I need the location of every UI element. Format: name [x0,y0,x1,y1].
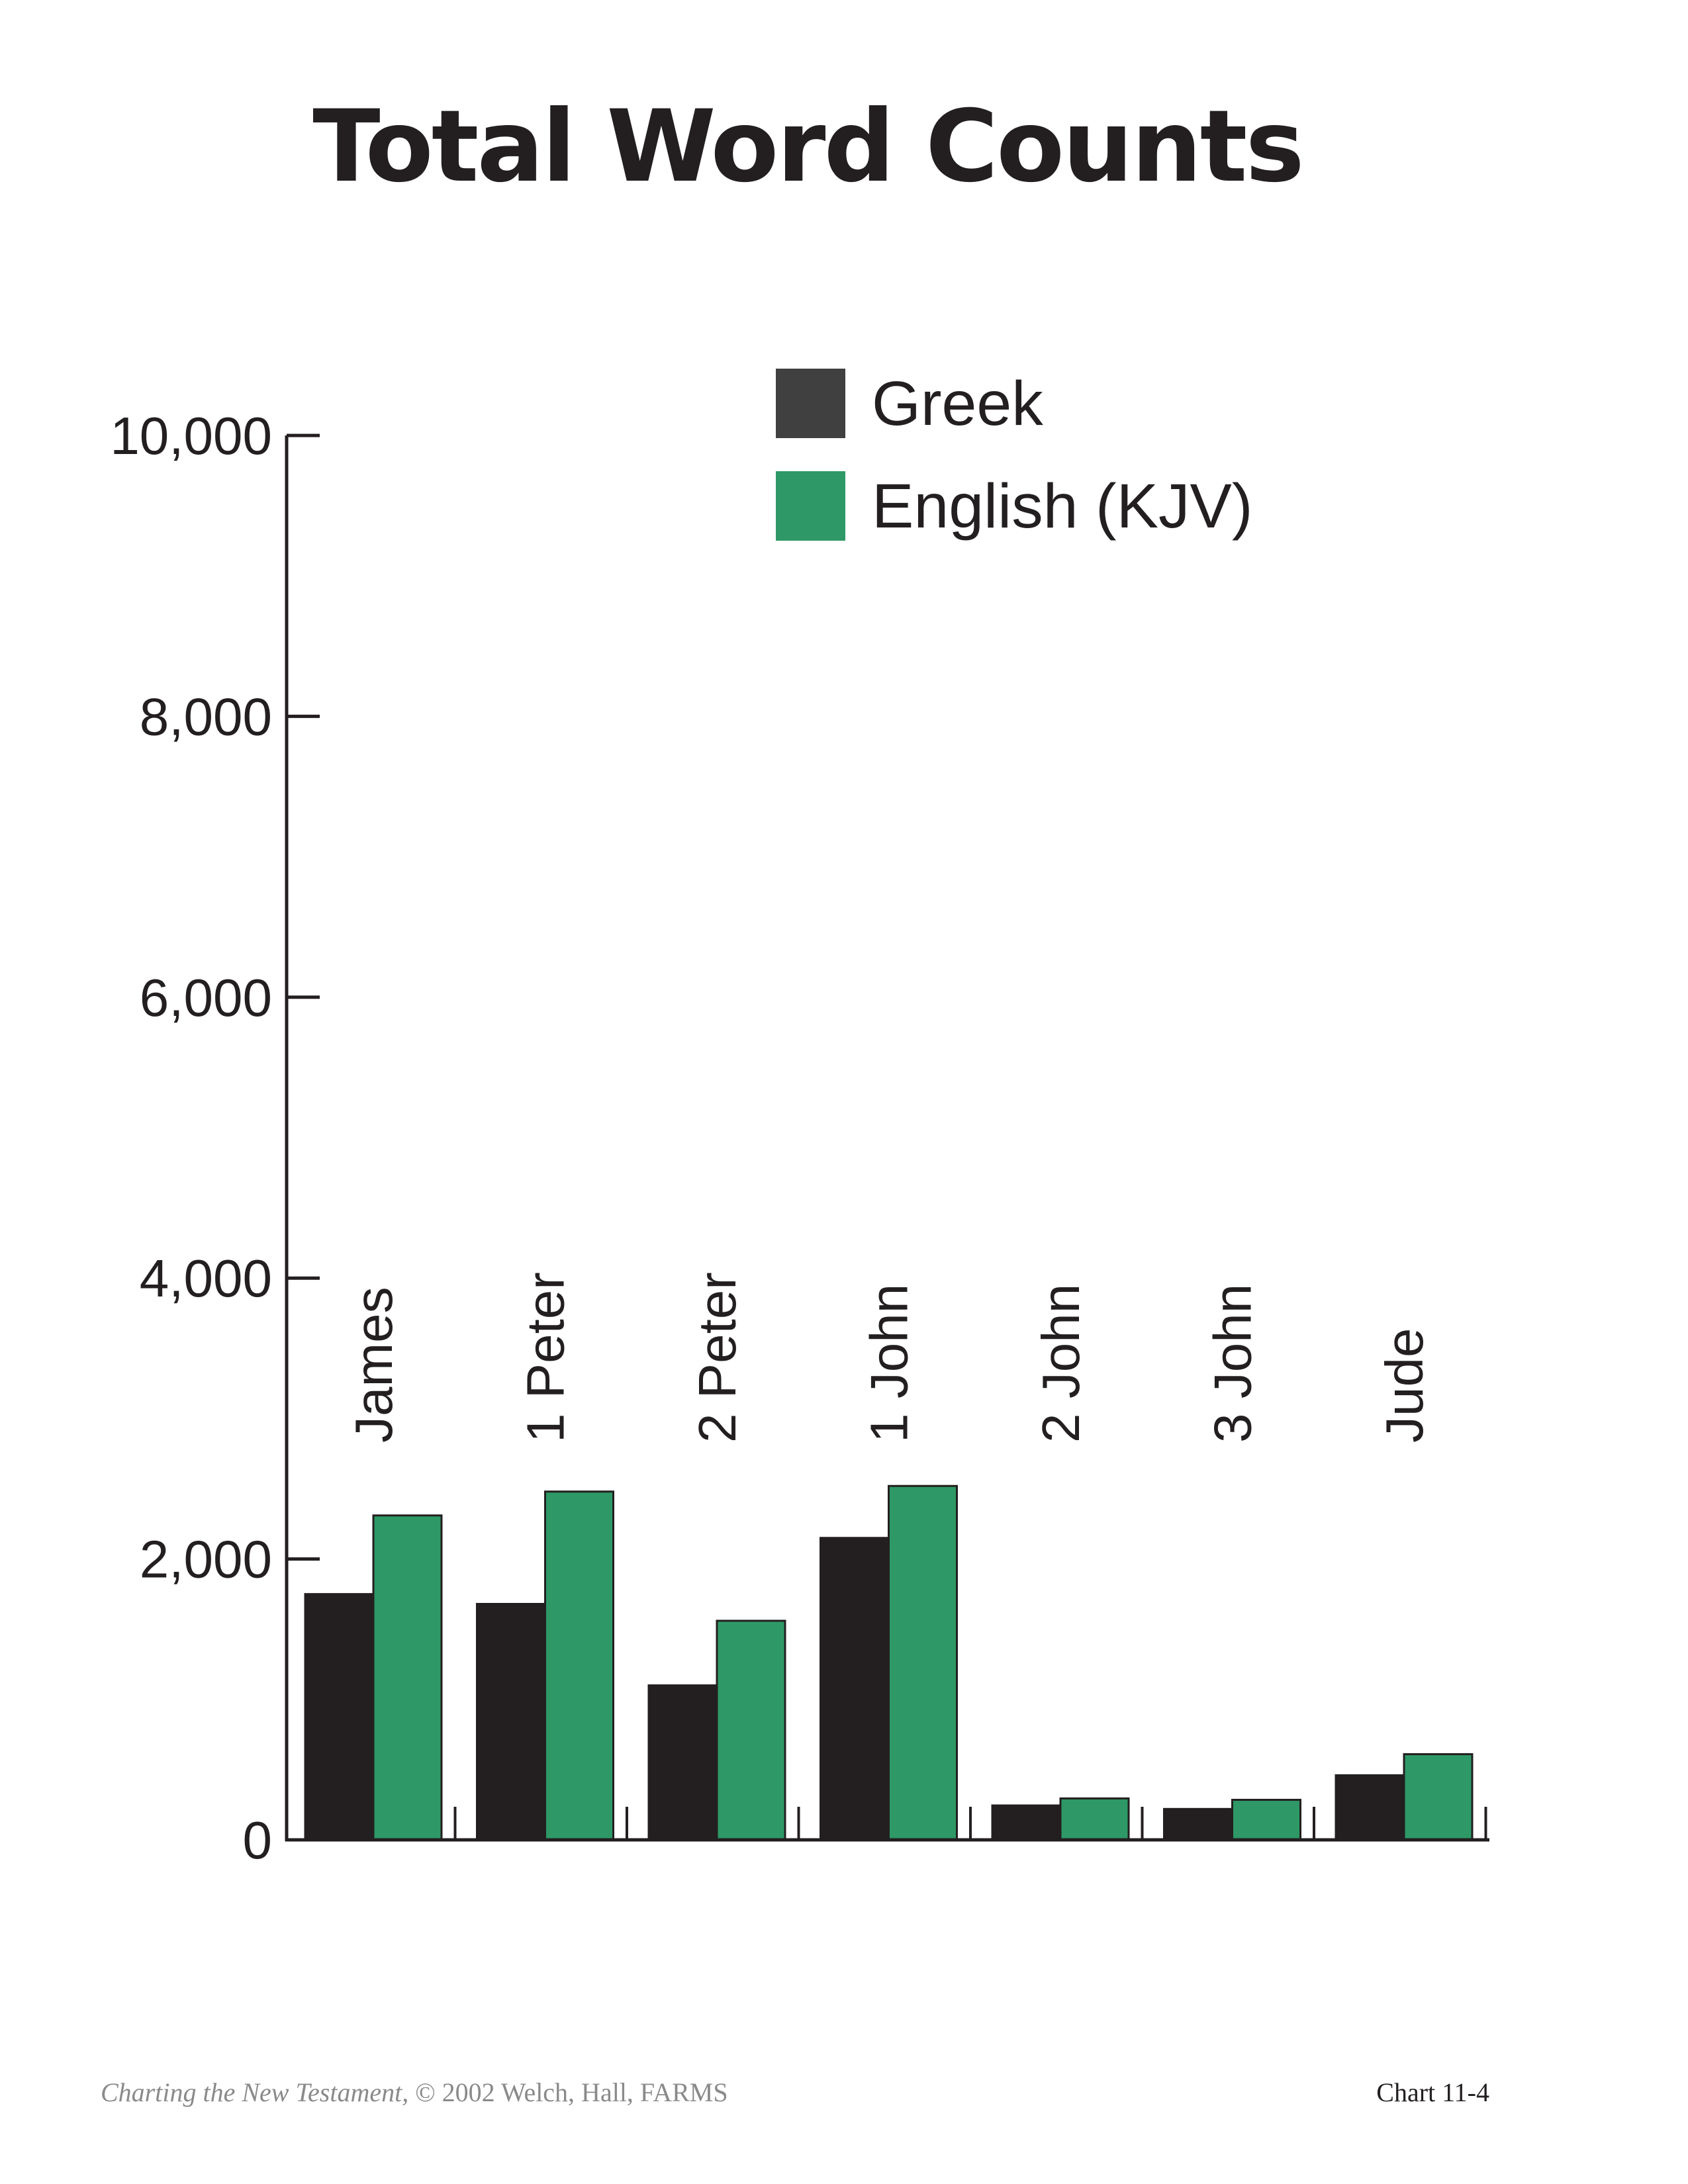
labels-layer: James 1 Peter 2 Peter 1 John 2 John 3 John Jud… [110,406,1434,1870]
y-tick-label-1: 0 [243,1811,273,1870]
bar-greek-2 [476,1603,546,1841]
bar-greek-7 [1335,1774,1405,1841]
category-label-4: 1 John [860,1284,919,1443]
bar-greek-1 [304,1593,375,1841]
bar-english-kjv-1 [372,1514,443,1841]
footer-source-title: Charting the New Testament, [101,2077,409,2107]
bar-english-kjv-6 [1231,1799,1301,1841]
chart-title: Total Word Counts [312,89,1304,205]
legend: Greek English (KJV) [776,369,1252,541]
bar-english-kjv-5 [1059,1797,1130,1841]
category-label-7: Jude [1375,1328,1434,1443]
category-label-2: 1 Peter [516,1272,575,1443]
legend-label-english-kjv: English (KJV) [872,471,1252,541]
bar-english-kjv-7 [1403,1753,1474,1841]
y-tick-label-3: 4,000 [140,1249,272,1308]
axes-layer [285,433,1489,1842]
bar-english-kjv-3 [716,1619,786,1841]
bar-greek-3 [647,1684,718,1841]
y-tick-label-6: 10,000 [110,406,272,465]
category-label-3: 2 Peter [688,1272,747,1443]
bar-greek-5 [991,1804,1062,1841]
legend-swatch-english-kjv [776,471,845,541]
legend-label-greek: Greek [872,369,1043,439]
legend-swatch-greek [776,369,845,438]
bar-english-kjv-4 [888,1484,958,1841]
bars-layer [304,1484,1474,1841]
bar-greek-4 [820,1537,890,1841]
category-label-1: James [344,1287,403,1443]
bar-greek-6 [1163,1807,1233,1841]
category-label-6: 3 John [1203,1284,1262,1443]
y-tick-label-4: 6,000 [140,968,272,1027]
footer-chart-number: Chart 11-4 [1376,2077,1489,2107]
footer-source: Charting the New Testament, © 2002 Welch… [101,2077,728,2108]
category-label-5: 2 John [1031,1284,1090,1443]
y-tick-label-5: 8,000 [140,687,272,746]
bar-english-kjv-2 [544,1490,614,1841]
y-tick-label-2: 2,000 [140,1530,272,1589]
footer-source-copyright: © 2002 Welch, Hall, FARMS [408,2077,728,2107]
